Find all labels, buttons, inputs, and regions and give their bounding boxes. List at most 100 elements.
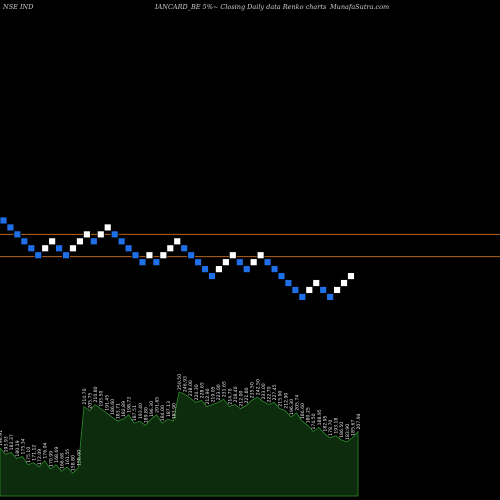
volume-label: 183.37 — [9, 434, 15, 450]
volume-label: 238.00 — [188, 380, 194, 396]
volume-label: 180.19 — [15, 440, 21, 456]
renko-brick-down — [326, 293, 334, 301]
renko-brick-down — [131, 251, 140, 260]
renko-brick-down — [270, 265, 279, 273]
volume-label: 231.65 — [222, 381, 228, 397]
volume-area — [0, 391, 359, 497]
renko-brick-up — [221, 258, 230, 267]
volume-label: 191.45 — [104, 395, 110, 411]
renko-brick-up — [41, 244, 50, 253]
volume-label: 186.60 — [300, 403, 306, 419]
volume-label: 212.90 — [205, 388, 211, 404]
renko-brick-up — [166, 244, 175, 253]
site-credit: MunafaSutra.com — [330, 3, 390, 11]
renko-brick-down — [277, 272, 286, 280]
volume-label: 219.05 — [211, 386, 217, 402]
renko-brick-down — [291, 286, 300, 294]
renko-brick-down — [27, 244, 36, 253]
volume-label: 212.90 — [283, 393, 289, 409]
volume-label: 193.93 — [4, 436, 10, 452]
volume-label: 180.25 — [306, 407, 312, 423]
volume-label: 168.69 — [54, 447, 60, 463]
renko-brick-down — [152, 258, 161, 267]
volume-label: 246.93 — [183, 376, 189, 392]
volume-label: 193.40 — [138, 403, 144, 419]
volume-label: 215.90 — [278, 390, 284, 406]
volume-label: 189.80 — [143, 407, 149, 423]
renko-brick-up — [83, 230, 91, 239]
volume-label: 205.75 — [88, 393, 94, 409]
volume-label: 183.71 — [115, 403, 121, 419]
volume-label: 195.50 — [99, 390, 105, 406]
volume-label: 175.34 — [20, 438, 26, 454]
volume-label: 158.00 — [76, 450, 82, 466]
renko-brick-up — [256, 251, 265, 260]
volume-label: 187.51 — [132, 405, 138, 421]
volume-label: 182.95 — [322, 415, 328, 431]
volume-label: 176.04 — [43, 442, 49, 458]
renko-brick-up — [312, 279, 321, 287]
volume-label: 171.12 — [32, 445, 38, 461]
renko-brick-up — [305, 286, 314, 294]
volume-label: 183.90 — [171, 403, 177, 419]
volume-label: 214.70 — [227, 388, 233, 404]
volume-label: 250.50 — [177, 374, 183, 390]
volume-label: 188.95 — [317, 409, 323, 425]
volume-label: 205.74 — [294, 395, 300, 411]
volume-label: 172.09 — [37, 449, 43, 465]
volume-label: 196.91 — [0, 430, 4, 446]
volume-label: 170.99 — [48, 451, 54, 467]
volume-label: 210.80 — [93, 386, 99, 402]
volume-label: 242.50 — [255, 379, 261, 395]
renko-brick-down — [6, 223, 15, 232]
volume-label: 223.00 — [216, 384, 222, 400]
renko-brick-down — [242, 265, 251, 273]
chart-title: IANCARD_BE 5%~ Closing Daily data Renko … — [155, 3, 327, 11]
renko-brick-down — [187, 251, 195, 260]
volume-label: 166.68 — [60, 453, 66, 469]
renko-brick-up — [159, 251, 168, 260]
volume-label: 178.70 — [328, 420, 334, 436]
renko-brick-down — [20, 237, 29, 246]
renko-brick-down — [110, 230, 119, 239]
volume-label: 227.45 — [272, 384, 278, 400]
renko-brick-up — [145, 251, 154, 260]
volume-label: 186.50 — [339, 422, 345, 438]
volume-label: 221.80 — [244, 387, 250, 403]
renko-brick-down — [284, 279, 293, 287]
renko-brick-down — [117, 237, 126, 246]
renko-brick-up — [76, 237, 84, 246]
volume-label: 196.30 — [149, 401, 155, 417]
volume-label: 193.18 — [334, 418, 340, 434]
volume-label: 212.00 — [239, 390, 245, 406]
renko-brick-down — [263, 258, 272, 267]
renko-brick-down — [55, 244, 63, 253]
volume-label: 207.94 — [356, 413, 362, 429]
volume-label: 185.67 — [350, 420, 356, 436]
volume-label: 214.70 — [82, 388, 88, 404]
volume-label: 184.00 — [160, 405, 166, 421]
renko-brick-up — [96, 230, 105, 239]
renko-brick-down — [0, 216, 8, 225]
renko-brick-up — [69, 244, 77, 253]
volume-label: 198.73 — [127, 397, 133, 413]
renko-brick-up — [48, 237, 57, 246]
volume-label: 196.30 — [289, 399, 295, 415]
renko-brick-up — [103, 223, 112, 232]
volume-label: 218.40 — [233, 386, 239, 402]
renko-brick-down — [62, 251, 70, 260]
volume-label: 158.80 — [71, 455, 77, 471]
volume-label: 183.90 — [345, 424, 351, 440]
volume-label: 174.50 — [311, 413, 317, 429]
renko-brick-up — [347, 272, 355, 280]
renko-brick-down — [235, 258, 244, 267]
volume-label: 224.30 — [194, 384, 200, 400]
renko-brick-down — [208, 272, 216, 280]
renko-brick-down — [201, 265, 209, 273]
renko-brick-down — [34, 251, 43, 260]
renko-brick-down — [319, 286, 328, 294]
volume-label: 228.65 — [199, 382, 205, 398]
renko-brick-down — [298, 293, 307, 301]
